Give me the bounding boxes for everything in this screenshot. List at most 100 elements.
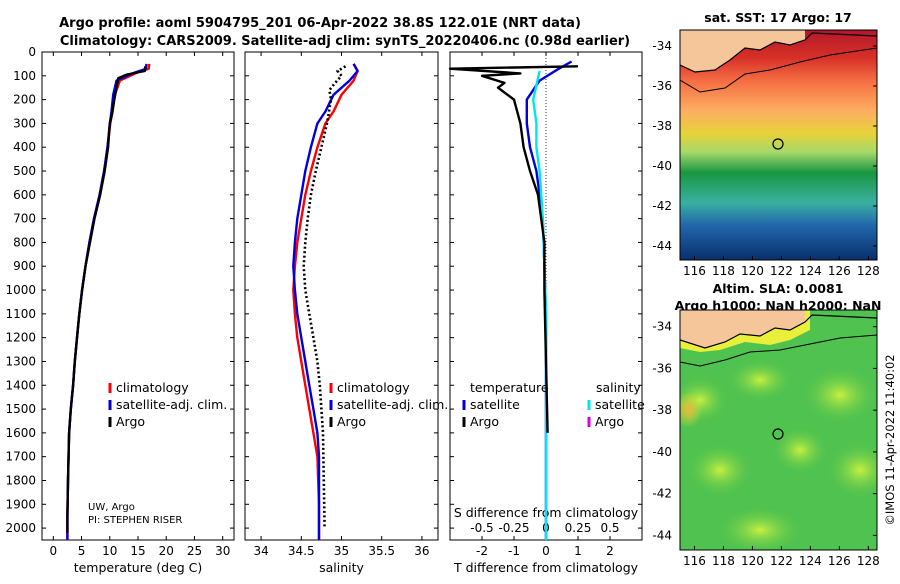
xtick-label: 1 bbox=[574, 544, 582, 558]
legend-label: Argo bbox=[470, 414, 499, 429]
xtick-label: 25 bbox=[187, 544, 202, 558]
lon-tick-label: 126 bbox=[828, 264, 851, 278]
legend-label: satellite bbox=[470, 397, 520, 412]
series-salinity-argo bbox=[302, 65, 347, 529]
ytick-label: 1500 bbox=[5, 402, 36, 416]
sla-map: Altim. SLA: 0.0081 Argo h1000: NaN h2000… bbox=[652, 281, 882, 568]
panel-temperature: 0100200300400500600700800900100011001200… bbox=[5, 45, 235, 575]
ytick-label: 1600 bbox=[5, 426, 36, 440]
legend-label: climatology bbox=[337, 380, 410, 395]
xtick-label: 35.5 bbox=[368, 544, 395, 558]
panel-salinity: 34 34.5 35 35.5 36 salinity climatology satelli… bbox=[244, 51, 448, 575]
x-axis-label: temperature (deg C) bbox=[74, 560, 203, 575]
lon-tick-label: 118 bbox=[712, 264, 735, 278]
legend-title-temperature: temperature bbox=[470, 380, 549, 395]
lon-tick-label: 118 bbox=[712, 554, 735, 568]
lat-tick-label: -44 bbox=[652, 528, 672, 542]
pi-annotation: PI: STEPHEN RISER bbox=[88, 515, 182, 526]
lat-tick-label: -40 bbox=[652, 445, 672, 459]
lat-tick-label: -34 bbox=[652, 320, 672, 334]
xtick-label: 34.5 bbox=[288, 544, 315, 558]
legend-label: satellite-adj. clim. bbox=[116, 397, 227, 412]
xtick-label: 15 bbox=[130, 544, 145, 558]
ytick-label: 1000 bbox=[5, 283, 36, 297]
ytick-label: 1400 bbox=[5, 378, 36, 392]
legend-title-salinity: salinity bbox=[596, 380, 641, 395]
lon-tick-label: 120 bbox=[741, 554, 764, 568]
ytick-label: 1900 bbox=[5, 497, 36, 511]
xtick-label: 20 bbox=[159, 544, 174, 558]
title-line1: Argo profile: aoml 5904795_201 06-Apr-20… bbox=[59, 16, 581, 31]
lon-tick-label: 122 bbox=[770, 554, 793, 568]
lon-tick-label: 122 bbox=[770, 264, 793, 278]
plot-frame-salinity bbox=[244, 51, 439, 541]
ytick-label: 1100 bbox=[5, 307, 36, 321]
xtick-label: 30 bbox=[215, 544, 230, 558]
ytick-label: 0 bbox=[28, 45, 36, 59]
pi-annotation: UW, Argo bbox=[88, 502, 135, 513]
ytick-label: 200 bbox=[13, 93, 36, 107]
lon-tick-label: 116 bbox=[683, 554, 706, 568]
series-temperature-satellite-adj-clim- bbox=[66, 63, 148, 540]
lon-tick-label: 116 bbox=[683, 264, 706, 278]
lat-tick-label: -36 bbox=[652, 79, 672, 93]
xtick-label: 2 bbox=[606, 544, 614, 558]
s-xtick-label: 0.25 bbox=[565, 521, 592, 535]
ytick-label: 900 bbox=[13, 259, 36, 273]
series-difference-t-argo bbox=[448, 65, 579, 433]
argo-location-marker bbox=[772, 138, 784, 150]
s-xtick-label: -0.25 bbox=[498, 521, 529, 535]
lon-tick-label: 128 bbox=[857, 264, 880, 278]
series-difference-t-satellite bbox=[525, 60, 573, 540]
ytick-label: 100 bbox=[13, 69, 36, 83]
legend-label: satellite-adj. clim. bbox=[337, 397, 448, 412]
ytick-label: 800 bbox=[13, 235, 36, 249]
legend-label: Argo bbox=[595, 414, 624, 429]
sla-map-frame bbox=[679, 309, 878, 551]
legend-label: Argo bbox=[337, 414, 366, 429]
sst-map-frame bbox=[679, 29, 878, 261]
lat-tick-label: -38 bbox=[652, 403, 672, 417]
plot-frame-temperature bbox=[41, 51, 235, 541]
lon-tick-label: 126 bbox=[828, 554, 851, 568]
x-axis-label: salinity bbox=[319, 560, 364, 575]
xtick-label: 35 bbox=[334, 544, 349, 558]
lat-tick-label: -42 bbox=[652, 487, 672, 501]
lat-tick-label: -42 bbox=[652, 199, 672, 213]
s-xtick-label: -0.5 bbox=[470, 521, 493, 535]
lon-tick-label: 124 bbox=[799, 264, 822, 278]
legend-label: climatology bbox=[116, 380, 189, 395]
legend-label: Argo bbox=[116, 414, 145, 429]
lat-tick-label: -34 bbox=[652, 39, 672, 53]
lat-tick-label: -36 bbox=[652, 361, 672, 375]
legend-label: satellite bbox=[595, 397, 645, 412]
title-line2: Climatology: CARS2009. Satellite-adj cli… bbox=[60, 34, 630, 49]
land-australia-sla bbox=[680, 310, 805, 348]
ytick-label: 700 bbox=[13, 212, 36, 226]
lon-tick-label: 124 bbox=[799, 554, 822, 568]
ytick-label: 1300 bbox=[5, 354, 36, 368]
xtick-label: 0 bbox=[49, 544, 57, 558]
sst-map: sat. SST: 17 Argo: 17 -34 -36 -38 -40 -42 -44… bbox=[652, 10, 879, 278]
lon-tick-label: 120 bbox=[741, 264, 764, 278]
xtick-label: -1 bbox=[508, 544, 520, 558]
sst-map-title: sat. SST: 17 Argo: 17 bbox=[704, 10, 851, 25]
xtick-label: 5 bbox=[78, 544, 86, 558]
series-temperature-argo bbox=[66, 66, 147, 533]
xtick-label: 10 bbox=[102, 544, 117, 558]
ytick-label: 1700 bbox=[5, 450, 36, 464]
ytick-label: 2000 bbox=[5, 521, 36, 535]
sla-map-title1: Altim. SLA: 0.0081 bbox=[713, 281, 844, 296]
series-salinity-satellite-adj-clim- bbox=[292, 63, 359, 540]
argo-location-marker-sla bbox=[772, 428, 784, 440]
ytick-label: 400 bbox=[13, 140, 36, 154]
imos-credit: ©IMOS 11-Apr-2022 11:40:02 bbox=[883, 354, 897, 525]
ytick-label: 500 bbox=[13, 164, 36, 178]
ytick-label: 1200 bbox=[5, 331, 36, 345]
sla-map-title2: Argo h1000: NaN h2000: NaN bbox=[675, 298, 882, 313]
panel-difference: -2 -1 0 1 2 T difference from climatology -0.5… bbox=[448, 51, 645, 575]
series-salinity-climatology bbox=[292, 63, 359, 540]
lat-tick-label: -44 bbox=[652, 239, 672, 253]
xtick-label: 34 bbox=[253, 544, 268, 558]
